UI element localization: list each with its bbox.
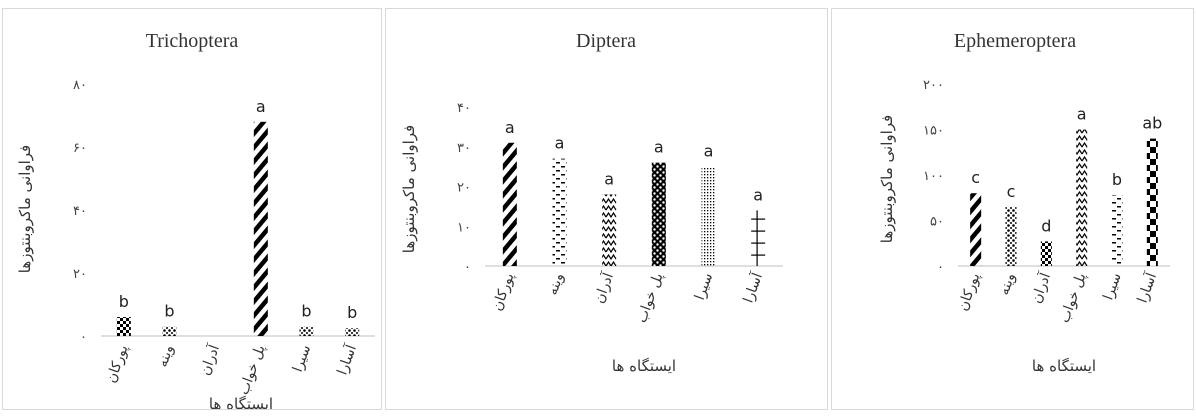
y-tick-label: ۸۰ (73, 78, 87, 93)
chart-panel-trichoptera: Trichoptera فراوانی ماکروبنتوزها ۰ ۲۰ ۴۰ ۶۰ ۸۰… (2, 8, 382, 410)
bar-6 (345, 328, 360, 336)
bar-4 (253, 121, 268, 336)
bar-2 (552, 158, 567, 266)
x-axis-title: ایستگاه ها (612, 357, 676, 375)
y-tick-label: ۰ (464, 260, 471, 275)
category-label: آسارا (740, 270, 767, 306)
bar-1 (502, 142, 517, 266)
category-label: پل خواب (634, 271, 667, 325)
category-label: وینه (996, 271, 1019, 298)
bar-6 (1146, 138, 1158, 266)
chart-panel-diptera: Diptera فراوانی ماکروبنتوزها ۰ ۱۰ ۲۰ ۳۰ ۴۰ a پور… (385, 8, 828, 410)
bar-3 (602, 194, 617, 266)
y-tick-label: ۴۰ (73, 204, 87, 219)
category-label: پورکان (489, 271, 517, 313)
y-tick-label: ۲۰ (73, 267, 87, 282)
data-label: a (753, 185, 763, 204)
data-label: b (347, 303, 357, 322)
category-label: آسارا (1134, 270, 1161, 306)
data-label: a (256, 97, 266, 116)
data-label: a (1077, 105, 1087, 124)
chart-title: Diptera (576, 30, 636, 52)
bar-5 (299, 326, 314, 336)
category-label: آدران (1027, 270, 1054, 306)
category-label: آسارا (334, 342, 361, 378)
bar-2 (1005, 206, 1017, 266)
category-label: پل خواب (1057, 271, 1090, 325)
category-label: پل خواب (236, 343, 269, 397)
y-tick-label: ۴۰ (457, 101, 471, 116)
y-axis-title: فراوانی ماکروبنتوزها (16, 145, 34, 273)
x-axis-title: ایستگاه ها (209, 395, 273, 409)
category-label: پورکان (955, 271, 983, 313)
chart-trichoptera: Trichoptera فراوانی ماکروبنتوزها ۰ ۲۰ ۴۰ ۶۰ ۸۰… (16, 30, 375, 409)
category-label: سیرا (1100, 271, 1124, 302)
data-label: b (164, 302, 174, 321)
data-label: a (704, 142, 714, 161)
y-tick-label: ۲۰۰ (923, 78, 944, 93)
data-label: ab (1142, 114, 1162, 133)
y-tick-label: ۳۰ (457, 141, 471, 156)
category-label: سیرا (290, 343, 314, 374)
bar-5 (1111, 195, 1123, 266)
data-label: a (555, 134, 565, 153)
category-label: وینه (545, 271, 568, 298)
data-label: b (301, 302, 311, 321)
y-tick-label: ۲۰ (457, 181, 471, 196)
bar-2 (162, 326, 177, 336)
y-tick-label: ۰ (80, 330, 87, 345)
data-label: c (1007, 182, 1016, 201)
data-label: b (1112, 170, 1122, 189)
y-tick-label: ۵۰ (930, 215, 944, 230)
chart-ephemeroptera: Ephemeroptera فراوانی ماکروبنتوزها ۰ ۵۰ ۱۰۰ ۱… (878, 30, 1170, 375)
y-axis-title: فراوانی ماکروبنتوزها (878, 115, 896, 243)
chart-title: Ephemeroptera (954, 30, 1076, 52)
category-label: آدران (196, 342, 223, 378)
data-label: b (119, 292, 129, 311)
y-tick-label: ۱۰۰ (923, 169, 944, 184)
x-axis-title: ایستگاه ها (1032, 357, 1096, 375)
category-label: پورکان (103, 343, 131, 385)
bar-1 (970, 193, 982, 266)
chart-title: Trichoptera (146, 30, 239, 52)
chart-panel-ephemeroptera: Ephemeroptera فراوانی ماکروبنتوزها ۰ ۵۰ ۱۰۰ ۱… (831, 8, 1194, 410)
category-label: سیرا (692, 271, 716, 302)
data-label: d (1041, 216, 1051, 235)
data-label: a (604, 169, 614, 188)
data-label: a (505, 118, 515, 137)
y-tick-label: ۶۰ (73, 141, 87, 156)
category-label: آدران (590, 270, 617, 306)
bar-6 (751, 210, 766, 266)
data-label: a (654, 138, 664, 157)
category-label: وینه (155, 343, 178, 370)
bar-4 (651, 162, 666, 266)
data-label: c (971, 168, 980, 187)
y-tick-label: ۰ (937, 260, 944, 275)
bar-4 (1076, 129, 1088, 266)
bar-3 (1040, 241, 1052, 266)
chart-diptera: Diptera فراوانی ماکروبنتوزها ۰ ۱۰ ۲۰ ۳۰ ۴۰ a پور… (400, 30, 783, 375)
bar-5 (701, 166, 716, 266)
bar-1 (116, 317, 131, 336)
y-axis-title: فراوانی ماکروبنتوزها (400, 125, 418, 253)
y-tick-label: ۱۰ (457, 220, 471, 235)
y-tick-label: ۱۵۰ (923, 124, 944, 139)
